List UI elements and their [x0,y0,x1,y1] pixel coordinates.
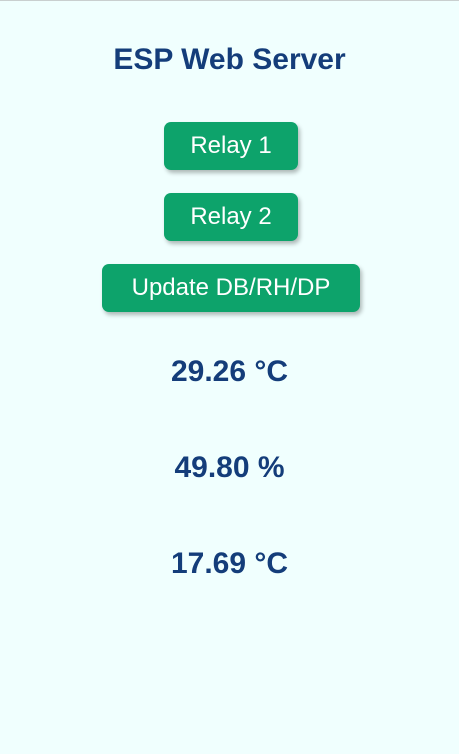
dry-bulb-temperature-reading: 29.26 °C [170,355,289,388]
relative-humidity-reading: 49.80 % [174,451,285,484]
dew-point-reading: 17.69 °C [170,547,289,580]
relay-2-button[interactable]: Relay 2 [164,193,298,241]
page-title: ESP Web Server [113,43,346,76]
update-readings-button[interactable]: Update DB/RH/DP [102,264,360,312]
relay-1-button[interactable]: Relay 1 [164,122,298,170]
